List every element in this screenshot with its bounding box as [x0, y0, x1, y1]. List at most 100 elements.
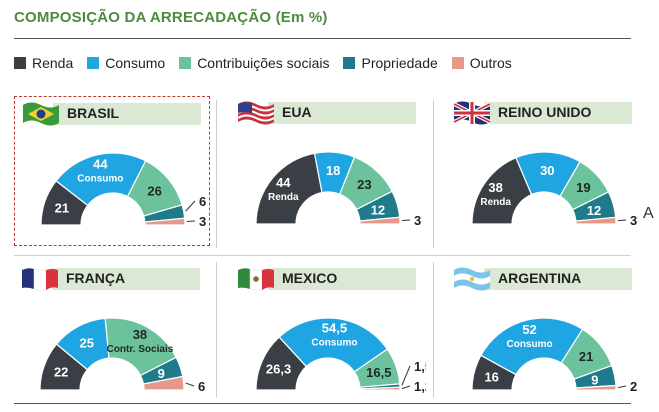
- segment-value-label: 18: [326, 163, 340, 178]
- segment-value-label: 26: [147, 184, 161, 199]
- segment-value-label: 1,5: [414, 359, 426, 374]
- panel-franca: FRANÇA 22 25 38 Contr. Sociais 9 6: [14, 262, 210, 412]
- panel-reino-unido: REINO UNIDO 38 Renda 30 19 12 3: [446, 96, 642, 246]
- leader-line: [401, 219, 411, 222]
- donut-segment-consumo: [278, 317, 389, 373]
- segment-value-label: 21: [579, 349, 593, 364]
- leader-line: [186, 220, 196, 223]
- legend-label: Renda: [32, 55, 74, 71]
- segment-value-label: 44: [276, 175, 291, 190]
- country-name: MEXICO: [282, 270, 338, 286]
- country-banner: MEXICO: [268, 268, 416, 290]
- segment-value-label: 16,5: [366, 365, 391, 380]
- segment-value-label: 9: [158, 366, 165, 381]
- flag-usa-icon: [237, 101, 275, 125]
- segment-value-label: 54,5: [322, 320, 347, 335]
- flag-france-icon: [22, 268, 58, 291]
- segment-value-label: 12: [371, 202, 385, 217]
- segment-value-label: 6: [199, 194, 206, 209]
- segment-sub-label: Renda: [480, 197, 511, 208]
- grid-divider: [433, 100, 434, 248]
- segment-sub-label: Contr. Sociais: [107, 344, 174, 355]
- legend-swatch: [343, 57, 356, 69]
- country-banner: BRASIL: [53, 103, 201, 125]
- donut-segment-consumo: [55, 152, 147, 207]
- segment-value-label: 3: [630, 213, 637, 228]
- segment-sub-label: Renda: [268, 192, 299, 203]
- segment-value-label: 30: [540, 163, 554, 178]
- donut-chart: 38 Renda 30 19 12 3: [471, 151, 637, 228]
- leader-line: [401, 385, 411, 390]
- panel-mexico: MEXICO 26,3 54,5 Consumo 16,5 1,5 1,2: [230, 262, 426, 412]
- donut-segment-outros: [144, 217, 186, 226]
- segment-value-label: 12: [587, 203, 601, 218]
- flag-brazil-icon: [23, 102, 59, 126]
- segment-value-label: 38: [488, 180, 502, 195]
- country-name: EUA: [282, 104, 312, 120]
- segment-value-label: 3: [199, 214, 206, 229]
- donut-chart: 16 52 Consumo 21 9 2: [471, 317, 637, 394]
- segment-value-label: 38: [133, 327, 147, 342]
- grid-divider: [433, 262, 434, 398]
- segment-value-label: 26,3: [266, 361, 291, 376]
- donut-chart: 26,3 54,5 Consumo 16,5 1,5 1,2: [255, 317, 426, 394]
- country-banner: FRANÇA: [52, 268, 200, 290]
- legend-item-consumo: Consumo: [87, 55, 165, 71]
- legend-label: Propriedade: [361, 55, 438, 71]
- segment-value-label: 21: [55, 201, 69, 216]
- leader-line: [401, 365, 411, 386]
- donut-segment-renda: [255, 152, 323, 225]
- flag-uk-icon: [453, 101, 491, 125]
- panel-argentina: ARGENTINA 16 52 Consumo 21 9 2: [446, 262, 642, 412]
- donut-segment-outros: [575, 384, 617, 391]
- segment-value-label: 2: [630, 379, 637, 394]
- segment-value-label: 22: [54, 365, 68, 380]
- donut-chart: 22 25 38 Contr. Sociais 9 6: [39, 317, 205, 394]
- leader-line: [185, 200, 196, 212]
- leader-line: [185, 382, 195, 387]
- legend-item-outros: Outros: [451, 55, 512, 71]
- bottom-rule: [14, 403, 631, 404]
- segment-value-label: 52: [522, 322, 536, 337]
- segment-sub-label: Consumo: [311, 337, 357, 348]
- legend-item-contribuicoes: Contribuições sociais: [179, 55, 329, 71]
- stray-letter: A: [643, 205, 654, 222]
- legend-label: Outros: [469, 55, 512, 71]
- donut-segment-outros: [142, 375, 185, 391]
- country-banner: REINO UNIDO: [484, 102, 632, 124]
- country-banner: EUA: [268, 102, 416, 124]
- flag-mexico-icon: [238, 268, 274, 291]
- chart-title: COMPOSIÇÃO DA ARRECADAÇÃO (Em %): [14, 9, 328, 26]
- country-name: BRASIL: [67, 105, 120, 121]
- legend-swatch: [179, 57, 192, 69]
- country-name: ARGENTINA: [498, 270, 582, 286]
- segment-value-label: 6: [198, 379, 205, 394]
- segment-value-label: 44: [93, 156, 108, 171]
- legend-label: Consumo: [105, 55, 166, 71]
- legend: Renda Consumo Contribuições sociais Prop…: [14, 54, 526, 72]
- title-rule: [14, 38, 631, 39]
- panel-brasil: BRASIL 21 44 Consumo 26 6 3: [14, 96, 210, 246]
- legend-swatch: [87, 57, 100, 69]
- segment-value-label: 25: [79, 335, 93, 350]
- segment-value-label: 9: [591, 372, 598, 387]
- flag-argentina-icon: [454, 267, 490, 291]
- donut-segment-consumo: [480, 317, 584, 376]
- segment-value-label: 23: [357, 177, 371, 192]
- grid-divider: [216, 262, 217, 398]
- legend-swatch: [451, 57, 464, 69]
- country-banner: ARGENTINA: [484, 268, 632, 290]
- panel-eua: EUA 44 Renda 18 23 12 3: [230, 96, 426, 246]
- legend-item-renda: Renda: [14, 55, 73, 71]
- country-name: FRANÇA: [66, 270, 126, 286]
- grid-divider: [14, 255, 631, 256]
- legend-label: Contribuições sociais: [197, 55, 330, 71]
- segment-sub-label: Consumo: [77, 173, 123, 184]
- leader-line: [617, 385, 627, 389]
- grid-divider: [216, 100, 217, 248]
- segment-value-label: 16: [484, 370, 498, 385]
- leader-line: [617, 219, 627, 222]
- donut-segment-outros: [575, 216, 617, 225]
- segment-value-label: 1,2: [414, 379, 426, 394]
